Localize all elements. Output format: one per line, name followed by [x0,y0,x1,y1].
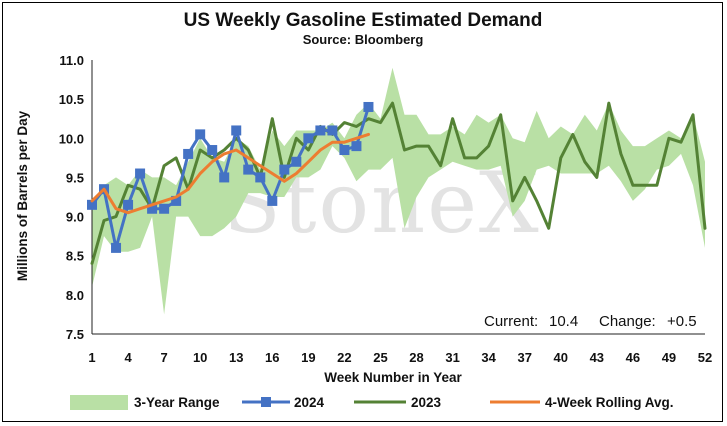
x-tick-label: 34 [481,350,496,365]
x-tick-label: 52 [698,350,712,365]
series-2024-point [219,172,230,183]
series-2024-point [243,164,254,175]
x-tick-label: 31 [445,350,459,365]
series-2023-line [90,101,707,265]
x-tick-label: 25 [373,350,387,365]
y-tick-label: 7.5 [66,327,84,342]
x-tick-label: 13 [229,350,243,365]
series-layer [87,101,707,265]
series-2024-point [195,129,206,140]
x-tick-label: 46 [626,350,640,365]
x-tick-label: 28 [409,350,423,365]
series-2024-point [327,125,338,136]
series-2024-point [363,101,374,112]
y-tick-label: 8.0 [66,288,84,303]
change-label: Change: [599,313,656,330]
current-label: Current: [484,313,538,330]
y-tick-label: 8.5 [66,249,84,264]
current-value: 10.4 [549,313,578,330]
x-tick-label: 22 [337,350,351,365]
x-tick-label: 40 [554,350,568,365]
series-2024-point [279,164,290,175]
series-2024-point [171,195,182,206]
series-2024-point [231,125,242,136]
series-2024-point [123,199,134,210]
x-tick-label: 19 [301,350,315,365]
x-tick-label: 43 [590,350,604,365]
x-tick-label: 37 [517,350,531,365]
x-tick-label: 1 [88,350,95,365]
y-tick-label: 9.5 [66,170,84,185]
x-tick-label: 4 [124,350,132,365]
change-value: +0.5 [667,313,697,330]
series-2024-point [267,195,278,206]
legend-marker-2024 [261,397,271,407]
series-2024-point [255,172,266,183]
axes: 7.5 8.0 8.5 9.0 9.5 10.0 10.5 11.0 1 4 7 10 13 16 19 22… [59,53,713,365]
legend-swatch-range [70,395,128,410]
series-rolling-line [90,132,370,215]
series-2024-point [207,145,218,156]
series-2024-point [147,203,158,214]
series-2024-point [183,148,194,159]
series-2024-point [315,125,326,136]
legend-label-2023: 2023 [411,395,442,410]
series-2024-point [303,133,314,144]
current-annotation: Current: 10.4 Change: +0.5 [484,313,697,330]
legend-label-rolling: 4-Week Rolling Avg. [545,395,674,410]
x-tick-label: 10 [193,350,207,365]
chart-subtitle: Source: Bloomberg [303,32,424,47]
x-tick-label: 7 [161,350,168,365]
x-tick-label: 49 [662,350,676,365]
x-tick-label: 16 [265,350,279,365]
x-axis-label: Week Number in Year [324,370,462,385]
series-2024-point [111,242,122,253]
y-tick-label: 11.0 [59,53,84,68]
series-2024-point [339,145,350,156]
y-tick-label: 10.0 [59,131,84,146]
legend-label-range: 3-Year Range [134,395,220,410]
y-tick-label: 10.5 [59,92,84,107]
range-area [92,67,705,315]
legend: 3-Year Range 2024 2023 4-Week Rolling Av… [70,395,674,410]
legend-label-2024: 2024 [294,395,325,410]
series-2024-point [351,141,362,152]
series-2024-point [135,168,146,179]
y-tick-label: 9.0 [66,210,84,225]
series-2024-point [87,199,97,210]
series-2024-point [291,156,302,167]
range-area-layer [92,67,705,315]
chart-title: US Weekly Gasoline Estimated Demand [184,10,543,31]
y-axis-label: Millions of Barrels per Day [15,110,30,281]
series-2024-point [159,203,170,214]
